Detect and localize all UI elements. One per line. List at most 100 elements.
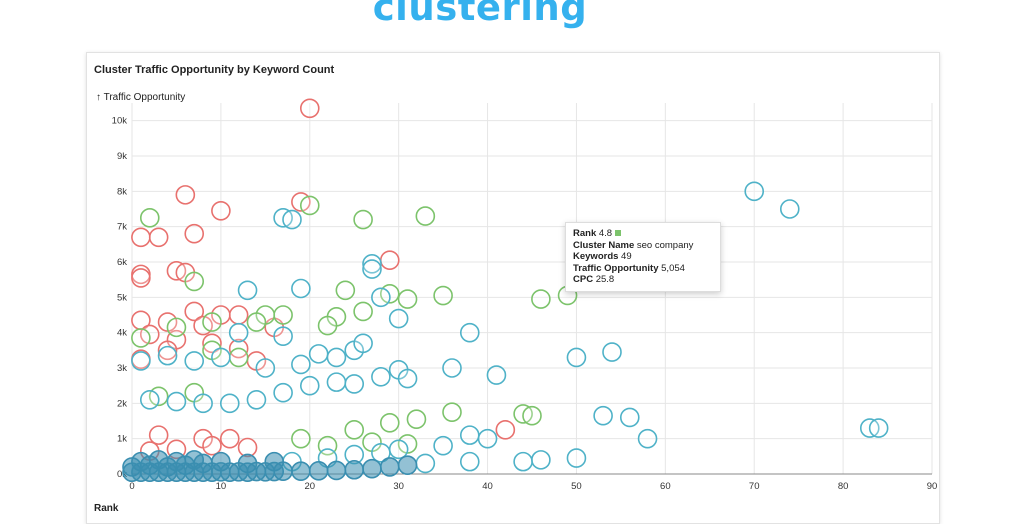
data-point-green[interactable] xyxy=(397,289,418,309)
data-point-teal[interactable] xyxy=(219,393,240,414)
data-point-red[interactable] xyxy=(495,420,516,440)
data-point-teal[interactable] xyxy=(139,389,160,410)
data-point-teal[interactable] xyxy=(415,453,436,474)
data-point-teal[interactable] xyxy=(371,287,391,308)
data-point-green[interactable] xyxy=(228,347,249,368)
data-point-dark[interactable] xyxy=(362,458,382,479)
data-point-teal[interactable] xyxy=(433,435,453,456)
data-point-teal[interactable] xyxy=(291,354,311,375)
data-point-green[interactable] xyxy=(317,315,338,336)
data-point-teal[interactable] xyxy=(255,358,276,378)
data-point-teal[interactable] xyxy=(531,450,551,470)
data-point-teal[interactable] xyxy=(362,259,382,279)
data-point-green[interactable] xyxy=(246,312,267,332)
data-point-teal[interactable] xyxy=(282,209,302,230)
data-point-teal[interactable] xyxy=(637,428,658,449)
data-point-green[interactable] xyxy=(406,409,427,430)
data-point-red[interactable] xyxy=(175,185,196,205)
data-point-green[interactable] xyxy=(166,317,187,338)
data-point-red[interactable] xyxy=(228,305,249,325)
data-point-green[interactable] xyxy=(291,428,311,449)
data-point-teal[interactable] xyxy=(211,347,231,368)
data-point-red[interactable] xyxy=(299,98,320,119)
data-point-teal[interactable] xyxy=(184,351,205,371)
data-point-teal[interactable] xyxy=(566,347,587,368)
data-point-dark[interactable] xyxy=(264,451,285,472)
data-point-green[interactable] xyxy=(202,312,222,332)
data-point-teal[interactable] xyxy=(308,344,329,364)
data-point-teal[interactable] xyxy=(459,322,480,343)
data-point-teal[interactable] xyxy=(486,365,507,385)
data-point-red[interactable] xyxy=(184,223,205,244)
data-point-teal[interactable] xyxy=(353,333,373,354)
data-point-teal[interactable] xyxy=(619,407,640,428)
data-point-dark[interactable] xyxy=(291,461,311,481)
data-point-teal[interactable] xyxy=(593,405,613,426)
data-point-green[interactable] xyxy=(335,280,356,301)
data-point-teal[interactable] xyxy=(326,372,347,392)
data-point-green[interactable] xyxy=(442,402,462,422)
data-point-dark[interactable] xyxy=(344,459,365,480)
data-point-teal[interactable] xyxy=(371,367,391,387)
data-point-teal[interactable] xyxy=(397,368,418,389)
data-point-teal[interactable] xyxy=(459,425,480,445)
data-point-dark[interactable] xyxy=(131,451,151,472)
data-point-teal[interactable] xyxy=(273,326,293,347)
data-point-red[interactable] xyxy=(184,301,205,322)
data-point-teal[interactable] xyxy=(744,181,765,202)
data-point-teal[interactable] xyxy=(371,442,391,463)
data-point-teal[interactable] xyxy=(273,382,293,403)
data-point-green[interactable] xyxy=(299,195,320,216)
data-point-dark[interactable] xyxy=(326,460,347,481)
data-point-teal[interactable] xyxy=(237,280,258,301)
data-point-green[interactable] xyxy=(344,420,365,440)
data-point-red[interactable] xyxy=(379,250,400,271)
data-point-teal[interactable] xyxy=(344,374,365,394)
data-point-teal[interactable] xyxy=(388,439,409,460)
data-point-green[interactable] xyxy=(531,289,551,309)
data-point-green[interactable] xyxy=(131,328,151,348)
data-point-green[interactable] xyxy=(522,405,542,426)
data-point-teal[interactable] xyxy=(513,451,533,472)
data-point-green[interactable] xyxy=(353,301,373,322)
data-point-dark[interactable] xyxy=(397,455,418,475)
scatter-plot[interactable]: 0k 1k 2k 3k 4k 5k 6k 7k 8k 9k 10k 0 10 20 30 40 50 60 70 80… xyxy=(87,53,939,523)
data-point-red[interactable] xyxy=(202,435,222,456)
data-point-teal[interactable] xyxy=(291,278,311,299)
data-point-dark[interactable] xyxy=(211,451,231,472)
data-point-green[interactable] xyxy=(379,412,400,433)
data-point-teal[interactable] xyxy=(326,347,347,368)
data-point-teal[interactable] xyxy=(868,418,889,438)
data-point-teal[interactable] xyxy=(442,358,462,378)
data-point-teal[interactable] xyxy=(779,199,800,219)
data-point-green[interactable] xyxy=(184,271,205,292)
data-point-teal[interactable] xyxy=(477,428,498,449)
data-point-dark[interactable] xyxy=(148,450,169,470)
data-point-teal[interactable] xyxy=(299,375,320,396)
data-point-teal[interactable] xyxy=(459,451,480,472)
data-point-green[interactable] xyxy=(433,285,453,306)
data-point-dark[interactable] xyxy=(184,450,205,470)
data-point-red[interactable] xyxy=(131,227,151,248)
data-point-teal[interactable] xyxy=(388,308,409,329)
data-point-green[interactable] xyxy=(353,209,373,230)
data-point-red[interactable] xyxy=(211,200,231,221)
data-point-teal[interactable] xyxy=(246,389,267,410)
data-point-teal[interactable] xyxy=(157,345,178,366)
data-point-red[interactable] xyxy=(131,268,151,288)
data-point-teal[interactable] xyxy=(166,391,187,412)
data-point-red[interactable] xyxy=(157,340,178,361)
data-point-teal[interactable] xyxy=(362,253,382,274)
data-point-dark[interactable] xyxy=(308,461,329,481)
data-point-dark[interactable] xyxy=(237,453,258,474)
data-point-red[interactable] xyxy=(202,333,222,354)
data-point-teal[interactable] xyxy=(566,448,587,468)
data-point-red[interactable] xyxy=(148,425,169,445)
data-point-teal[interactable] xyxy=(602,342,622,362)
data-point-dark[interactable] xyxy=(166,451,187,472)
data-point-green[interactable] xyxy=(273,305,293,325)
data-point-green[interactable] xyxy=(415,206,436,226)
data-point-dark[interactable] xyxy=(379,457,400,477)
data-point-teal[interactable] xyxy=(228,322,249,343)
data-point-teal[interactable] xyxy=(193,393,213,414)
